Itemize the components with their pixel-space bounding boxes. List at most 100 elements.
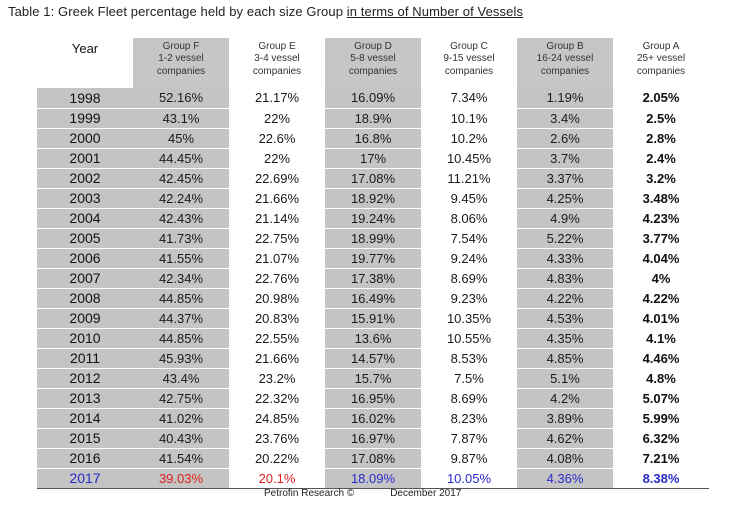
cell-group-a: 3.2% [613,168,709,189]
cell-group-f: 45.93% [133,348,229,369]
row-year: 2013 [37,388,133,409]
table-row: 2016 41.54% 20.22% 17.08% 9.87% 4.08% 7.21% [37,448,709,469]
table-row: 2017 39.03% 20.1% 18.09% 10.05% 4.36% 8.38% [37,468,709,489]
cell-group-d: 16.02% [325,408,421,429]
cell-group-d: 18.09% [325,468,421,489]
cell-group-f: 42.75% [133,388,229,409]
cell-group-c: 10.2% [421,128,517,149]
table-row: 2009 44.37% 20.83% 15.91% 10.35% 4.53% 4.01% [37,308,709,329]
cell-group-f: 45% [133,128,229,149]
cell-group-a: 4.01% [613,308,709,329]
table-row: 2014 41.02% 24.85% 16.02% 8.23% 3.89% 5.99% [37,408,709,429]
cell-group-f: 44.85% [133,288,229,309]
cell-group-e: 22.32% [229,388,325,409]
cell-group-b: 4.35% [517,328,613,349]
cell-group-d: 15.91% [325,308,421,329]
cell-group-b: 4.9% [517,208,613,229]
fleet-table: Year Group F 1-2 vessel companies Group … [37,38,709,489]
cell-group-a: 2.8% [613,128,709,149]
row-year: 1998 [37,88,133,109]
cell-group-c: 9.23% [421,288,517,309]
cell-group-a: 4% [613,268,709,289]
cell-group-e: 21.66% [229,188,325,209]
row-year: 2012 [37,368,133,389]
header-group-range: 25+ vessel [636,53,686,65]
row-year: 2005 [37,228,133,249]
cell-group-f: 52.16% [133,88,229,109]
header-group-name: Group C [450,41,488,52]
footer: Petrofin Research © December 2017 [264,488,461,499]
footer-source: Petrofin Research © [264,488,355,499]
cell-group-a: 4.23% [613,208,709,229]
row-year: 2000 [37,128,133,149]
cell-group-d: 16.09% [325,88,421,109]
cell-group-b: 5.22% [517,228,613,249]
footer-date: December 2017 [390,488,462,499]
cell-group-a: 4.8% [613,368,709,389]
cell-group-f: 41.54% [133,448,229,469]
row-year: 1999 [37,108,133,129]
header-group-range: 1-2 vessel [158,53,204,65]
table-row: 1998 52.16% 21.17% 16.09% 7.34% 1.19% 2.05% [37,88,709,109]
cell-group-d: 16.49% [325,288,421,309]
cell-group-b: 4.83% [517,268,613,289]
cell-group-b: 4.36% [517,468,613,489]
table-row: 2013 42.75% 22.32% 16.95% 8.69% 4.2% 5.07% [37,388,709,409]
cell-group-f: 42.24% [133,188,229,209]
header-year: Year [71,41,99,56]
cell-group-e: 20.1% [229,468,325,489]
cell-group-d: 18.99% [325,228,421,249]
header-group-range: 16-24 vessel [536,53,594,65]
header-group-unit: companies [636,65,686,77]
row-year: 2016 [37,448,133,469]
cell-group-e: 20.83% [229,308,325,329]
cell-group-a: 5.99% [613,408,709,429]
header-group-b: Group B 16-24 vessel companies [517,38,613,88]
header-group-name: Group D [354,41,392,52]
row-year: 2015 [37,428,133,449]
cell-group-e: 20.98% [229,288,325,309]
cell-group-d: 17% [325,148,421,169]
table-title-underlined: in terms of Number of Vessels [346,4,524,19]
table-row: 2008 44.85% 20.98% 16.49% 9.23% 4.22% 4.22% [37,288,709,309]
cell-group-b: 4.53% [517,308,613,329]
row-year: 2017 [37,468,133,489]
cell-group-b: 3.89% [517,408,613,429]
cell-group-b: 4.85% [517,348,613,369]
header-group-d: Group D 5-8 vessel companies [325,38,421,88]
cell-group-e: 23.2% [229,368,325,389]
cell-group-c: 8.23% [421,408,517,429]
header-group-unit: companies [444,65,494,77]
cell-group-d: 18.9% [325,108,421,129]
header-group-name: Group B [546,41,584,52]
table-row: 2007 42.34% 22.76% 17.38% 8.69% 4.83% 4% [37,268,709,289]
cell-group-d: 13.6% [325,328,421,349]
header-group-name: Group E [258,41,296,52]
cell-group-f: 41.55% [133,248,229,269]
cell-group-c: 8.06% [421,208,517,229]
cell-group-a: 7.21% [613,448,709,469]
cell-group-b: 3.7% [517,148,613,169]
cell-group-e: 20.22% [229,448,325,469]
cell-group-e: 22.76% [229,268,325,289]
table-row: 2006 41.55% 21.07% 19.77% 9.24% 4.33% 4.04% [37,248,709,269]
cell-group-c: 9.45% [421,188,517,209]
cell-group-d: 19.24% [325,208,421,229]
cell-group-b: 4.22% [517,288,613,309]
header-group-unit: companies [540,65,590,77]
cell-group-c: 11.21% [421,168,517,189]
cell-group-c: 7.54% [421,228,517,249]
header-group-unit: companies [156,65,206,77]
row-year: 2003 [37,188,133,209]
cell-group-b: 4.2% [517,388,613,409]
cell-group-f: 44.37% [133,308,229,329]
cell-group-d: 19.77% [325,248,421,269]
cell-group-c: 8.69% [421,268,517,289]
cell-group-a: 3.77% [613,228,709,249]
cell-group-b: 5.1% [517,368,613,389]
header-group-f: Group F 1-2 vessel companies [133,38,229,88]
cell-group-c: 8.69% [421,388,517,409]
cell-group-f: 41.02% [133,408,229,429]
cell-group-f: 39.03% [133,468,229,489]
